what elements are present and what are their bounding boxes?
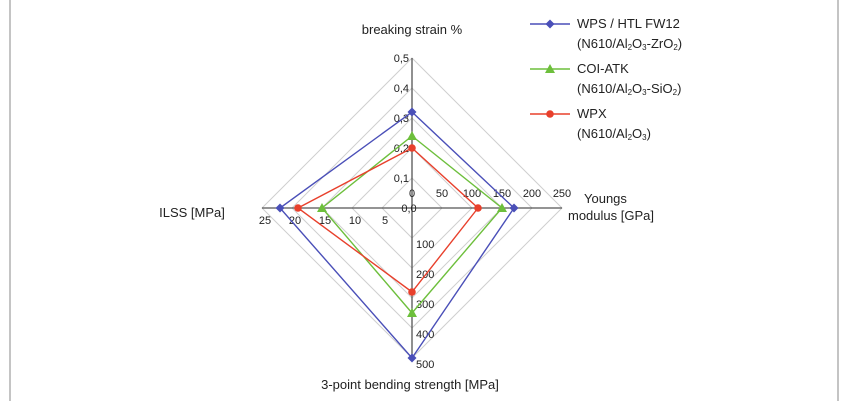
legend-series-name: WPX [577, 106, 607, 121]
data-point [497, 203, 507, 212]
tick-label: 0,1 [394, 173, 409, 185]
legend-marker [530, 19, 570, 29]
chart-legend: WPS / HTL FW12 (N610/Al2O3-ZrO2) COI-ATK (N… [530, 14, 830, 149]
tick-label: 500 [416, 359, 434, 371]
data-point [407, 131, 417, 140]
data-point [275, 203, 285, 213]
legend-label: COI-ATK (N610/Al2O3-SiO2) [577, 59, 681, 103]
tick-label: 50 [436, 188, 448, 200]
tick-label: 250 [553, 188, 571, 200]
tick-label: 0,5 [394, 53, 409, 65]
legend-series-material: (N610/Al2O3-ZrO2) [577, 36, 683, 52]
legend-label: WPS / HTL FW12 (N610/Al2O3-ZrO2) [577, 14, 682, 58]
data-point [408, 144, 416, 152]
tick-label-center: 0,0 [401, 203, 416, 215]
data-point [474, 204, 482, 212]
legend-series-material: (N610/Al2O3) [577, 126, 651, 142]
data-point [408, 288, 416, 296]
tick-label: 10 [349, 215, 361, 227]
data-point [407, 107, 417, 117]
tick-label: 25 [259, 215, 271, 227]
tick-label: 100 [416, 239, 434, 251]
legend-series-material: (N610/Al2O3-SiO2) [577, 81, 682, 97]
data-point [294, 204, 302, 212]
legend-marker [530, 64, 570, 73]
tick-label: 5 [382, 215, 388, 227]
axis-title-line: Youngs [584, 191, 627, 206]
data-point [407, 353, 417, 363]
legend-item: WPX (N610/Al2O3) [530, 104, 830, 149]
legend-label: WPX (N610/Al2O3) [577, 104, 651, 148]
tick-label: 15 [319, 215, 331, 227]
axis-title-youngs-modulus: Youngs modulus [GPa] [568, 191, 654, 223]
tick-label: 200 [523, 188, 541, 200]
axis-title-line: modulus [GPa] [568, 208, 654, 223]
legend-series-name: COI-ATK [577, 61, 629, 76]
legend-item: WPS / HTL FW12 (N610/Al2O3-ZrO2) [530, 14, 830, 59]
tick-label: 150 [493, 188, 511, 200]
data-point [509, 203, 519, 213]
axis-title-breaking-strain: breaking strain % [362, 22, 463, 37]
tick-label: 20 [289, 215, 301, 227]
data-point [407, 308, 417, 317]
legend-item: COI-ATK (N610/Al2O3-SiO2) [530, 59, 830, 104]
tick-label: 100 [463, 188, 481, 200]
data-point [317, 203, 327, 212]
legend-marker [530, 110, 570, 118]
axis-title-bending-strength: 3-point bending strength [MPa] [321, 377, 499, 392]
legend-series-name: WPS / HTL FW12 [577, 16, 680, 31]
tick-label: 0 [409, 188, 415, 200]
axis-title-ilss: ILSS [MPa] [159, 205, 225, 220]
tick-label: 0,4 [394, 83, 409, 95]
